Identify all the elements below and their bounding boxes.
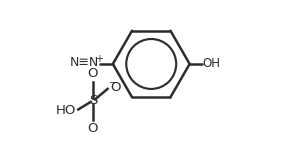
Text: +: +: [95, 54, 103, 64]
Text: S: S: [89, 94, 97, 107]
Text: O: O: [110, 81, 120, 94]
Text: −: −: [109, 78, 118, 88]
Text: O: O: [88, 67, 98, 80]
Text: OH: OH: [203, 57, 221, 70]
Text: HO: HO: [56, 104, 76, 117]
Text: N≡N: N≡N: [70, 56, 99, 69]
Text: O: O: [88, 122, 98, 135]
